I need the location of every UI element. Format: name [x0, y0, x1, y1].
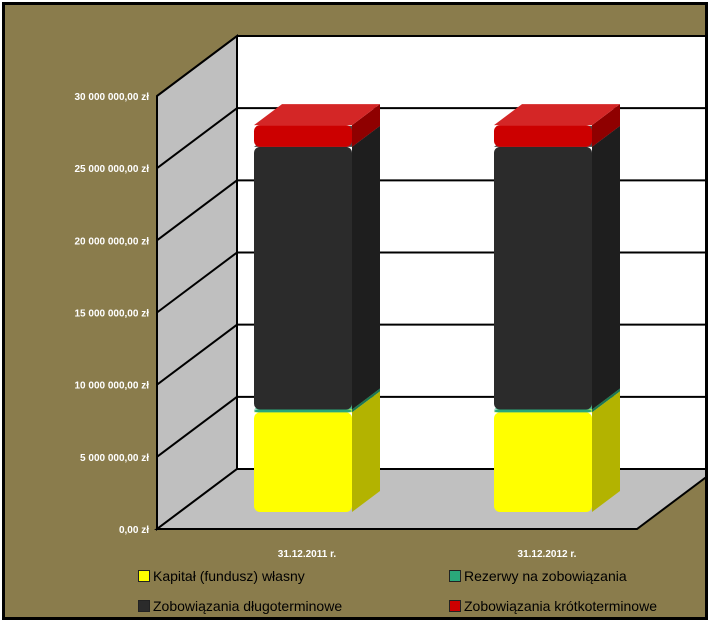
legend-swatch-provisions [449, 570, 461, 582]
bar-side [352, 125, 380, 410]
legend-label-equity: Kapitał (fundusz) własny [153, 568, 305, 584]
bar-side [592, 125, 620, 410]
bar-front [494, 409, 592, 413]
bar-side [352, 391, 380, 512]
bar-front [494, 146, 592, 410]
legend-label-long-term: Zobowiązania długoterminowe [153, 598, 343, 614]
bar-top [254, 104, 380, 126]
bar-segment-1-3 [494, 104, 620, 147]
y-tick-label: 15 000 000,00 zł [74, 309, 149, 320]
bar-front [494, 125, 592, 147]
bar-segment-1-2 [494, 125, 620, 410]
bar-side [592, 391, 620, 512]
bar-segment-0-3 [254, 104, 380, 147]
gridline-side [156, 396, 238, 458]
bar-front [254, 146, 352, 410]
floor [154, 468, 705, 530]
gridline-side [156, 251, 238, 314]
bar-front [494, 412, 592, 512]
gridline-side [156, 107, 238, 169]
bar-front [254, 409, 352, 413]
y-tick-label: 10 000 000,00 zł [74, 381, 149, 392]
bar-side [592, 104, 620, 147]
bar-side [592, 388, 620, 413]
bar-side [352, 388, 380, 413]
legend-item-long-term: Zobowiązania długoterminowe [138, 598, 342, 614]
legend-item-short-term: Zobowiązania krótkoterminowe [449, 598, 657, 614]
bar-front [254, 125, 352, 147]
legend-swatch-equity [138, 570, 150, 582]
legend-item-provisions: Rezerwy na zobowiązania [449, 568, 627, 584]
bar-side [352, 104, 380, 147]
bar-top [494, 104, 620, 126]
gridline-side [156, 323, 238, 386]
legend-swatch-long-term [138, 600, 150, 612]
x-category-label: 31.12.2011 r. [278, 549, 337, 560]
gridline-side [156, 35, 238, 97]
chart-plot: 0,00 zł 5 000 000,00 zł 10 000 000,00 zł 15… [74, 34, 705, 560]
y-tick-label: 30 000 000,00 zł [74, 92, 149, 103]
legend-swatch-short-term [449, 600, 461, 612]
bar-segment-0-2 [254, 125, 380, 410]
gridline-side [156, 179, 238, 242]
legend-item-equity: Kapitał (fundusz) własny [138, 568, 305, 584]
y-tick-label: 5 000 000,00 zł [80, 453, 149, 464]
bar-front [254, 412, 352, 512]
y-tick-label: 0,00 zł [119, 525, 149, 536]
legend-label-provisions: Rezerwy na zobowiązania [464, 568, 627, 584]
x-category-label: 31.12.2012 r. [518, 549, 577, 560]
legend-label-short-term: Zobowiązania krótkoterminowe [464, 598, 657, 614]
y-tick-label: 25 000 000,00 zł [74, 164, 149, 175]
y-tick-label: 20 000 000,00 zł [74, 236, 149, 247]
